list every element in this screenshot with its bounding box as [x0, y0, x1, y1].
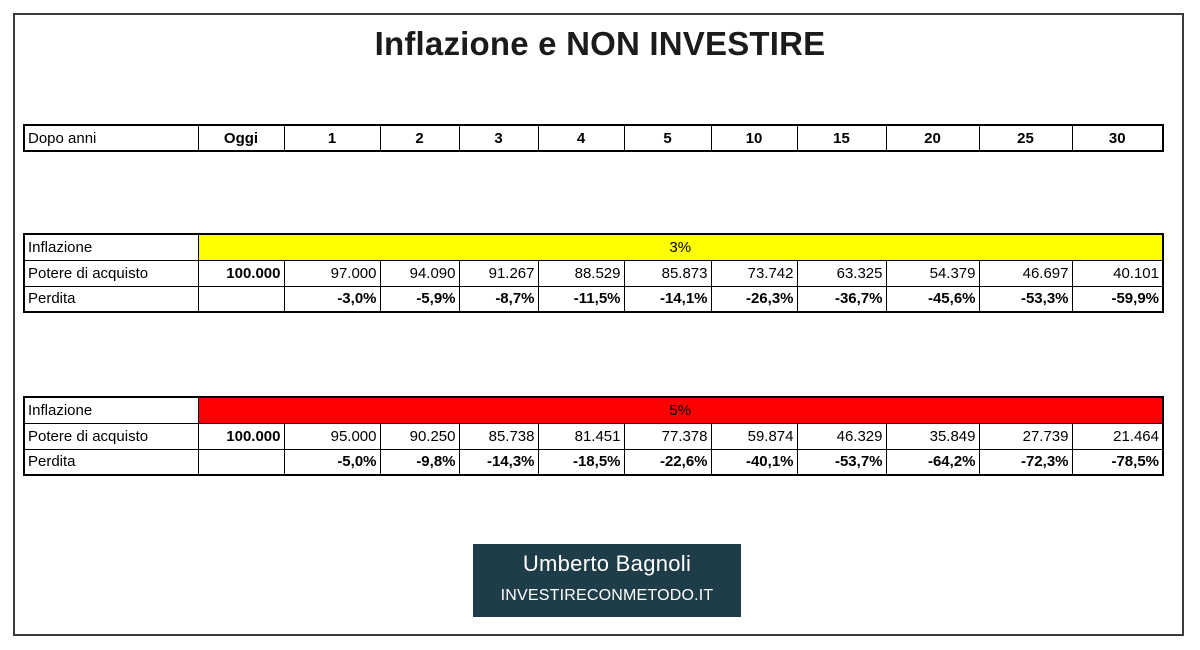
header-col-4: 4: [537, 124, 625, 152]
purchasing-power-label: Potere di acquisto: [23, 422, 199, 450]
header-col-25: 25: [978, 124, 1073, 152]
purchasing-power-row: Potere di acquisto 100.000 97.000 94.090…: [23, 259, 1164, 287]
purchasing-value-cell: 46.697: [978, 259, 1073, 287]
inflation-rate-cell: 3%: [197, 233, 1164, 261]
loss-value-cell: -59,9%: [1071, 285, 1164, 313]
loss-row: Perdita -5,0% -9,8% -14,3% -18,5% -22,6%…: [23, 448, 1164, 476]
loss-value-cell: -40,1%: [710, 448, 798, 476]
loss-row: Perdita -3,0% -5,9% -8,7% -11,5% -14,1% …: [23, 285, 1164, 313]
loss-value-cell: -72,3%: [978, 448, 1073, 476]
loss-value-cell: -53,3%: [978, 285, 1073, 313]
header-col-30: 30: [1071, 124, 1164, 152]
header-col-20: 20: [885, 124, 980, 152]
loss-value-cell: -5,0%: [283, 448, 381, 476]
purchasing-value-cell: 63.325: [796, 259, 887, 287]
inflation-rate-cell: 5%: [197, 396, 1164, 424]
purchasing-value-cell: 59.874: [710, 422, 798, 450]
purchasing-value-cell: 95.000: [283, 422, 381, 450]
loss-value-cell: -78,5%: [1071, 448, 1164, 476]
purchasing-value-cell: 88.529: [537, 259, 625, 287]
loss-value-cell: -22,6%: [623, 448, 712, 476]
scenario-3-table: Inflazione 3% Potere di acquisto 100.000…: [23, 233, 1164, 313]
purchasing-value-cell: 40.101: [1071, 259, 1164, 287]
brand-name: Umberto Bagnoli: [522, 551, 692, 576]
empty-cell: [197, 448, 285, 476]
loss-value-cell: -3,0%: [283, 285, 381, 313]
loss-value-cell: -45,6%: [885, 285, 980, 313]
purchasing-value-cell: 81.451: [537, 422, 625, 450]
header-col-15: 15: [796, 124, 887, 152]
header-col-2: 2: [379, 124, 460, 152]
inflation-row: Inflazione 5%: [23, 396, 1164, 424]
purchasing-value-cell: 97.000: [283, 259, 381, 287]
brand-site: INVESTIRECONMETODO.IT: [500, 587, 714, 604]
purchasing-value-cell: 94.090: [379, 259, 460, 287]
purchasing-value-cell: 85.873: [623, 259, 712, 287]
loss-value-cell: -36,7%: [796, 285, 887, 313]
loss-value-cell: -11,5%: [537, 285, 625, 313]
header-col-oggi: Oggi: [197, 124, 285, 152]
purchasing-value-cell: 21.464: [1071, 422, 1164, 450]
purchasing-value-cell: 46.329: [796, 422, 887, 450]
header-col-10: 10: [710, 124, 798, 152]
brand-logo: Umberto Bagnoli INVESTIRECONMETODO.IT: [473, 544, 741, 617]
loss-value-cell: -5,9%: [379, 285, 460, 313]
header-label: Dopo anni: [23, 124, 199, 152]
purchasing-value-cell: 54.379: [885, 259, 980, 287]
page-title: Inflazione e NON INVESTIRE: [374, 25, 826, 62]
base-value-cell: 100.000: [197, 259, 285, 287]
loss-value-cell: -26,3%: [710, 285, 798, 313]
purchasing-power-label: Potere di acquisto: [23, 259, 199, 287]
base-value-cell: 100.000: [197, 422, 285, 450]
header-col-1: 1: [283, 124, 381, 152]
loss-label: Perdita: [23, 285, 199, 313]
purchasing-value-cell: 35.849: [885, 422, 980, 450]
sheet-frame: [13, 13, 1184, 636]
empty-cell: [197, 285, 285, 313]
purchasing-value-cell: 27.739: [978, 422, 1073, 450]
header-col-3: 3: [458, 124, 539, 152]
inflation-row: Inflazione 3%: [23, 233, 1164, 261]
header-col-5: 5: [623, 124, 712, 152]
purchasing-value-cell: 90.250: [379, 422, 460, 450]
loss-value-cell: -9,8%: [379, 448, 460, 476]
loss-value-cell: -14,3%: [458, 448, 539, 476]
purchasing-value-cell: 73.742: [710, 259, 798, 287]
loss-value-cell: -64,2%: [885, 448, 980, 476]
loss-value-cell: -18,5%: [537, 448, 625, 476]
scenario-5-table: Inflazione 5% Potere di acquisto 100.000…: [23, 396, 1164, 476]
years-header-table: Dopo anni Oggi 1 2 3 4 5 10 15 20 25 30: [23, 124, 1164, 152]
purchasing-value-cell: 85.738: [458, 422, 539, 450]
inflation-label: Inflazione: [23, 233, 199, 261]
loss-value-cell: -53,7%: [796, 448, 887, 476]
purchasing-value-cell: 91.267: [458, 259, 539, 287]
inflation-label: Inflazione: [23, 396, 199, 424]
header-row: Dopo anni Oggi 1 2 3 4 5 10 15 20 25 30: [23, 124, 1164, 152]
purchasing-power-row: Potere di acquisto 100.000 95.000 90.250…: [23, 422, 1164, 450]
purchasing-value-cell: 77.378: [623, 422, 712, 450]
loss-value-cell: -14,1%: [623, 285, 712, 313]
loss-label: Perdita: [23, 448, 199, 476]
loss-value-cell: -8,7%: [458, 285, 539, 313]
